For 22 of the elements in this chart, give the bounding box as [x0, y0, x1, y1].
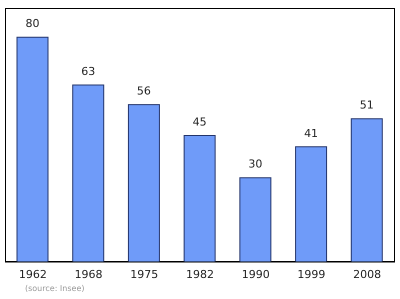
bar [239, 177, 272, 262]
x-tick-label: 1962 [18, 268, 47, 281]
bar [128, 104, 160, 262]
data-label: 30 [248, 158, 262, 171]
data-label: 45 [192, 116, 207, 129]
data-label: 51 [360, 98, 374, 112]
x-tick-label: 1982 [186, 268, 214, 281]
bar [72, 84, 104, 262]
x-tick-label: 1975 [130, 268, 158, 281]
data-label: 41 [304, 126, 318, 140]
x-tick-label: 1990 [242, 268, 270, 281]
bar [16, 36, 48, 262]
data-label: 56 [136, 84, 151, 98]
bar [350, 118, 383, 262]
x-tick-label: 1968 [74, 268, 103, 281]
data-label: 80 [26, 17, 40, 30]
x-tick-label: 1999 [297, 268, 326, 281]
x-tick-label: 2008 [353, 268, 382, 281]
text: (source: Insee) [25, 284, 84, 293]
data-label: 63 [81, 64, 96, 78]
bar [295, 146, 328, 262]
bar [184, 135, 216, 262]
